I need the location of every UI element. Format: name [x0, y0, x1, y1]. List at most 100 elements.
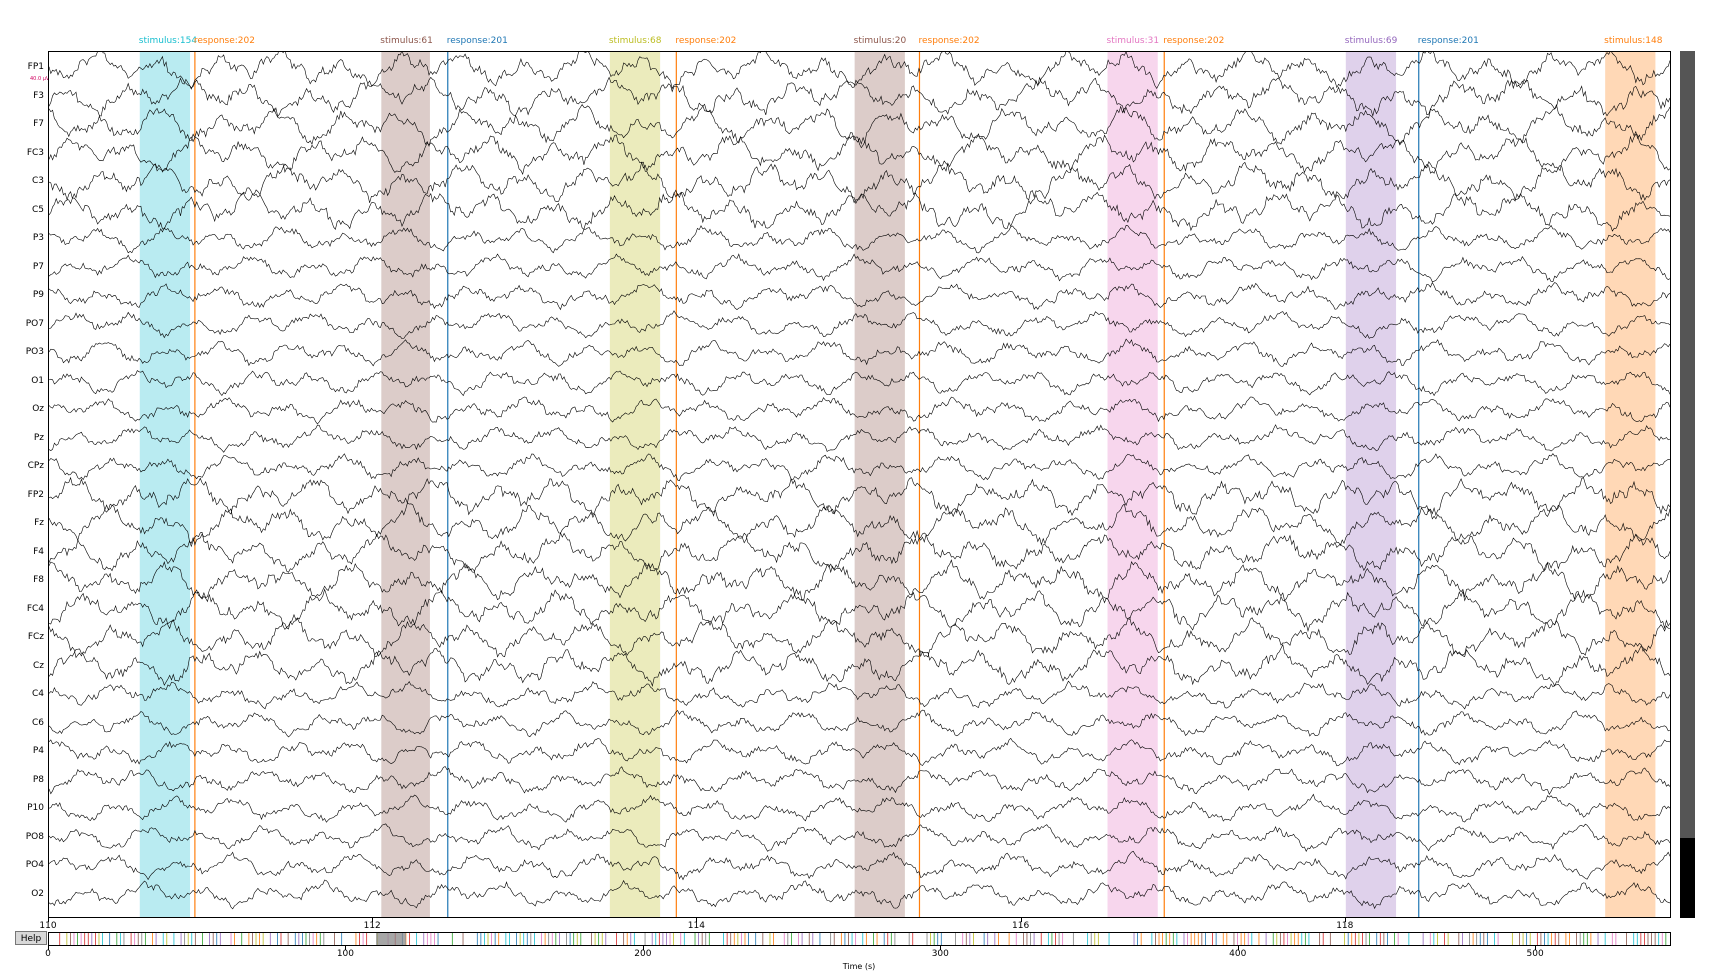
trace-P3[interactable] — [49, 224, 1670, 254]
eeg-traces — [49, 52, 1670, 917]
channel-label-P4[interactable]: P4 — [32, 746, 44, 757]
time-axis: 110 112 114 116 118 — [39, 918, 1671, 932]
trace-C5[interactable] — [49, 189, 1670, 232]
channel-label-P10[interactable]: P10 — [27, 803, 44, 814]
channel-label-O2[interactable]: O2 — [31, 888, 44, 899]
trace-C4[interactable] — [49, 680, 1670, 710]
trace-P7[interactable] — [49, 253, 1670, 283]
trace-C6[interactable] — [49, 709, 1670, 738]
annotation-label-5: response:202 — [675, 36, 737, 46]
channel-label-P9[interactable]: P9 — [32, 290, 44, 300]
trace-O1[interactable] — [49, 370, 1670, 397]
trace-Cz[interactable] — [49, 643, 1670, 687]
channel-label-C3[interactable]: C3 — [31, 176, 44, 186]
annotation-span-12[interactable] — [1605, 52, 1656, 917]
trace-F7[interactable] — [49, 103, 1670, 148]
channel-label-C6[interactable]: C6 — [31, 717, 44, 728]
eeg-trace-area[interactable] — [48, 51, 1671, 918]
channel-scrollbar[interactable] — [1680, 51, 1695, 918]
channel-label-C4[interactable]: C4 — [31, 689, 44, 700]
channel-label-P7[interactable]: P7 — [32, 261, 44, 272]
overview-markers — [59, 933, 1667, 945]
channel-label-PO7[interactable]: PO7 — [25, 318, 44, 329]
overview-scrollbar[interactable] — [48, 932, 1671, 946]
trace-Pz[interactable] — [49, 424, 1670, 453]
overview-tick-mark — [48, 946, 49, 950]
channel-label-column: FP1 F3 F7 FC3 C3 C5 P3 P7 P9 PO7 PO3 O1 Oz Pz CPz FP2 Fz… — [0, 51, 46, 918]
annotation-label-9: response:202 — [1163, 36, 1225, 46]
trace-FP2[interactable] — [49, 476, 1670, 517]
time-tick-label: 110 — [39, 921, 57, 931]
annotation-span-10[interactable] — [1345, 52, 1397, 917]
overview-tick-label: 100 — [336, 949, 355, 959]
channel-label-FC3[interactable]: FC3 — [26, 147, 44, 158]
time-tick-label: 116 — [1012, 921, 1030, 931]
time-tick-mark — [696, 918, 698, 922]
trace-P8[interactable] — [49, 766, 1670, 795]
scale-bar-label: 40.0 µV — [30, 76, 50, 82]
trace-F4[interactable] — [49, 531, 1670, 573]
channel-label-Pz[interactable]: Pz — [33, 432, 44, 443]
trace-P10[interactable] — [49, 793, 1670, 823]
annotation-label-7: response:202 — [918, 36, 980, 46]
channel-label-F3[interactable]: F3 — [33, 90, 44, 101]
trace-PO7[interactable] — [49, 310, 1670, 340]
trace-FCz[interactable] — [49, 616, 1670, 659]
channel-label-PO3[interactable]: PO3 — [25, 347, 44, 357]
trace-FC3[interactable] — [49, 132, 1670, 175]
trace-CPz[interactable] — [49, 453, 1670, 482]
annotation-label-8: stimulus:31 — [1106, 36, 1160, 46]
channel-label-FCz[interactable]: FCz — [27, 632, 44, 643]
annotation-span-4[interactable] — [609, 52, 661, 917]
overview-tick-label: 500 — [1526, 949, 1544, 959]
annotation-label-10: stimulus:69 — [1344, 36, 1398, 46]
annotation-label-4: stimulus:68 — [608, 36, 662, 46]
trace-PO4[interactable] — [49, 850, 1670, 881]
channel-label-PO8[interactable]: PO8 — [25, 831, 44, 842]
time-tick-mark — [48, 918, 49, 922]
trace-PO8[interactable] — [49, 823, 1670, 852]
overview-tick-label: 200 — [634, 949, 652, 959]
channel-label-PO4[interactable]: PO4 — [25, 860, 44, 871]
x-axis-label: Time (s) — [842, 962, 876, 971]
trace-Oz[interactable] — [49, 396, 1670, 425]
channel-label-FC4[interactable]: FC4 — [26, 603, 44, 614]
time-tick-label: 118 — [1336, 921, 1354, 931]
channel-label-FP2[interactable]: FP2 — [27, 489, 44, 500]
trace-P4[interactable] — [49, 737, 1670, 767]
help-button[interactable]: Help — [15, 931, 47, 945]
trace-C3[interactable] — [49, 160, 1670, 205]
annotation-span-6[interactable] — [854, 52, 905, 917]
channel-label-Fz[interactable]: Fz — [34, 518, 44, 528]
channel-scrollbar-thumb[interactable] — [1680, 838, 1695, 918]
channel-label-P3[interactable]: P3 — [32, 233, 44, 243]
annotation-label-2: stimulus:61 — [380, 36, 433, 46]
annotation-labels: stimulus:154 response:202 stimulus:61 respo… — [48, 36, 1671, 50]
trace-O2[interactable] — [49, 879, 1670, 910]
channel-label-F7[interactable]: F7 — [33, 119, 44, 129]
trace-F8[interactable] — [49, 559, 1670, 602]
trace-FP1[interactable] — [49, 52, 1670, 90]
trace-P9[interactable] — [49, 281, 1670, 311]
trace-PO3[interactable] — [49, 338, 1670, 367]
overview-tick-mark — [1237, 946, 1239, 950]
channel-label-CPz[interactable]: CPz — [27, 461, 44, 471]
channel-label-Oz[interactable]: Oz — [32, 404, 44, 414]
trace-FC4[interactable] — [49, 588, 1670, 633]
annotation-span-0[interactable] — [139, 52, 191, 917]
overview-tick-mark — [1535, 946, 1537, 950]
channel-label-P8[interactable]: P8 — [32, 774, 44, 785]
trace-F3[interactable] — [49, 76, 1670, 118]
time-tick-mark — [372, 918, 374, 922]
overview-window-handle[interactable] — [376, 933, 406, 945]
channel-label-O1[interactable]: O1 — [31, 375, 44, 386]
channel-label-F4[interactable]: F4 — [33, 546, 44, 557]
channel-label-C5[interactable]: C5 — [31, 204, 44, 215]
overview-tick-mark — [940, 946, 942, 950]
channel-label-F8[interactable]: F8 — [33, 575, 44, 585]
overview-tick-mark — [345, 946, 347, 950]
trace-Fz[interactable] — [49, 502, 1670, 547]
channel-label-Cz[interactable]: Cz — [32, 660, 44, 671]
annotation-span-2[interactable] — [381, 52, 430, 917]
channel-label-FP1[interactable]: FP1 — [27, 62, 44, 72]
